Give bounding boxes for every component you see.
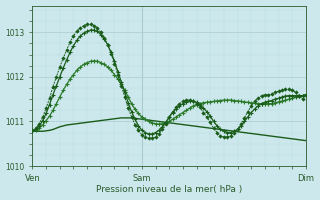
X-axis label: Pression niveau de la mer( hPa ): Pression niveau de la mer( hPa ) [96,185,242,194]
